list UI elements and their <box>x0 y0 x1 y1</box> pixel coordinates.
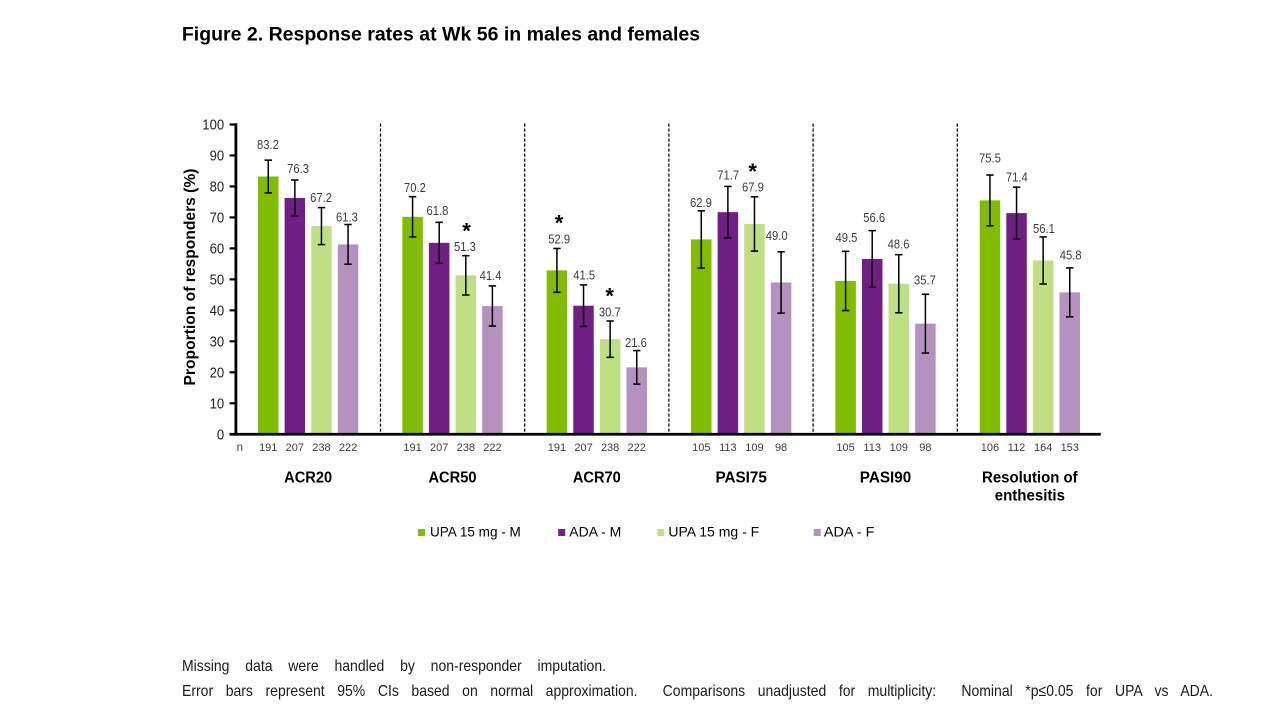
svg-text:238: 238 <box>601 442 619 454</box>
svg-text:49.5: 49.5 <box>835 231 857 245</box>
svg-text:207: 207 <box>286 442 304 454</box>
svg-text:50: 50 <box>210 272 225 288</box>
svg-text:*: * <box>605 283 614 308</box>
svg-text:52.9: 52.9 <box>548 232 570 246</box>
svg-text:56.1: 56.1 <box>1033 222 1055 236</box>
svg-text:207: 207 <box>574 442 592 454</box>
svg-text:109: 109 <box>745 442 763 454</box>
svg-text:67.9: 67.9 <box>742 181 764 195</box>
svg-text:113: 113 <box>719 442 737 454</box>
svg-text:*: * <box>462 218 471 243</box>
svg-text:10: 10 <box>210 396 225 412</box>
svg-text:71.4: 71.4 <box>1006 170 1028 184</box>
svg-text:Figure 2. Response rates at Wk: Figure 2. Response rates at Wk 56 in mal… <box>182 24 700 46</box>
svg-text:83.2: 83.2 <box>257 138 279 152</box>
svg-text:61.3: 61.3 <box>336 210 358 224</box>
svg-text:105: 105 <box>836 442 854 454</box>
svg-text:105: 105 <box>692 442 710 454</box>
svg-text:21.6: 21.6 <box>625 336 647 350</box>
svg-text:Proportion of responders (%): Proportion of responders (%) <box>182 169 199 386</box>
svg-text:n: n <box>237 442 243 454</box>
svg-text:30.7: 30.7 <box>599 305 621 319</box>
svg-text:*: * <box>555 210 564 235</box>
svg-text:41.5: 41.5 <box>573 268 595 282</box>
svg-text:98: 98 <box>919 442 931 454</box>
svg-text:80: 80 <box>210 179 225 195</box>
svg-text:191: 191 <box>259 442 277 454</box>
svg-text:Resolution of: Resolution of <box>982 469 1078 486</box>
svg-text:112: 112 <box>1008 442 1026 454</box>
svg-text:51.3: 51.3 <box>454 240 476 254</box>
svg-text:191: 191 <box>548 442 566 454</box>
svg-text:191: 191 <box>403 442 421 454</box>
svg-text:56.6: 56.6 <box>863 211 885 225</box>
svg-text:61.8: 61.8 <box>427 204 449 218</box>
svg-text:67.2: 67.2 <box>310 191 332 205</box>
svg-text:ACR50: ACR50 <box>428 469 476 486</box>
svg-text:98: 98 <box>775 442 787 454</box>
svg-text:100: 100 <box>202 118 224 134</box>
svg-text:62.9: 62.9 <box>690 196 712 210</box>
svg-text:109: 109 <box>890 442 908 454</box>
svg-text:164: 164 <box>1034 442 1052 454</box>
svg-text:30: 30 <box>210 334 225 350</box>
svg-text:PASI90: PASI90 <box>860 469 912 486</box>
svg-text:ACR20: ACR20 <box>284 469 332 486</box>
svg-text:35.7: 35.7 <box>914 273 936 287</box>
svg-text:20: 20 <box>210 365 225 381</box>
svg-text:enthesitis: enthesitis <box>995 487 1065 504</box>
svg-text:40: 40 <box>210 303 225 319</box>
svg-text:90: 90 <box>210 148 225 164</box>
svg-text:153: 153 <box>1061 442 1079 454</box>
svg-text:PASI75: PASI75 <box>715 469 767 486</box>
svg-text:ACR70: ACR70 <box>573 469 621 486</box>
svg-text:60: 60 <box>210 241 225 257</box>
svg-text:76.3: 76.3 <box>287 162 309 176</box>
svg-text:75.5: 75.5 <box>979 152 1001 166</box>
svg-text:ADA - F: ADA - F <box>824 525 875 540</box>
svg-text:113: 113 <box>863 442 881 454</box>
svg-text:49.0: 49.0 <box>766 229 788 243</box>
svg-text:70.2: 70.2 <box>404 181 426 195</box>
svg-text:222: 222 <box>339 442 357 454</box>
svg-text:48.6: 48.6 <box>888 238 910 252</box>
svg-text:45.8: 45.8 <box>1060 249 1082 263</box>
svg-text:222: 222 <box>628 442 646 454</box>
svg-text:222: 222 <box>483 442 501 454</box>
svg-text:238: 238 <box>312 442 330 454</box>
svg-text:UPA 15 mg - F: UPA 15 mg - F <box>668 525 759 540</box>
svg-text:70: 70 <box>210 210 225 226</box>
svg-text:238: 238 <box>457 442 475 454</box>
svg-text:106: 106 <box>981 442 999 454</box>
svg-text:0: 0 <box>217 427 224 443</box>
svg-text:41.4: 41.4 <box>480 269 502 283</box>
svg-text:*: * <box>748 159 757 184</box>
svg-text:ADA - M: ADA - M <box>569 525 621 540</box>
svg-text:71.7: 71.7 <box>717 169 739 183</box>
svg-text:207: 207 <box>430 442 448 454</box>
svg-text:UPA 15 mg - M: UPA 15 mg - M <box>430 525 521 540</box>
